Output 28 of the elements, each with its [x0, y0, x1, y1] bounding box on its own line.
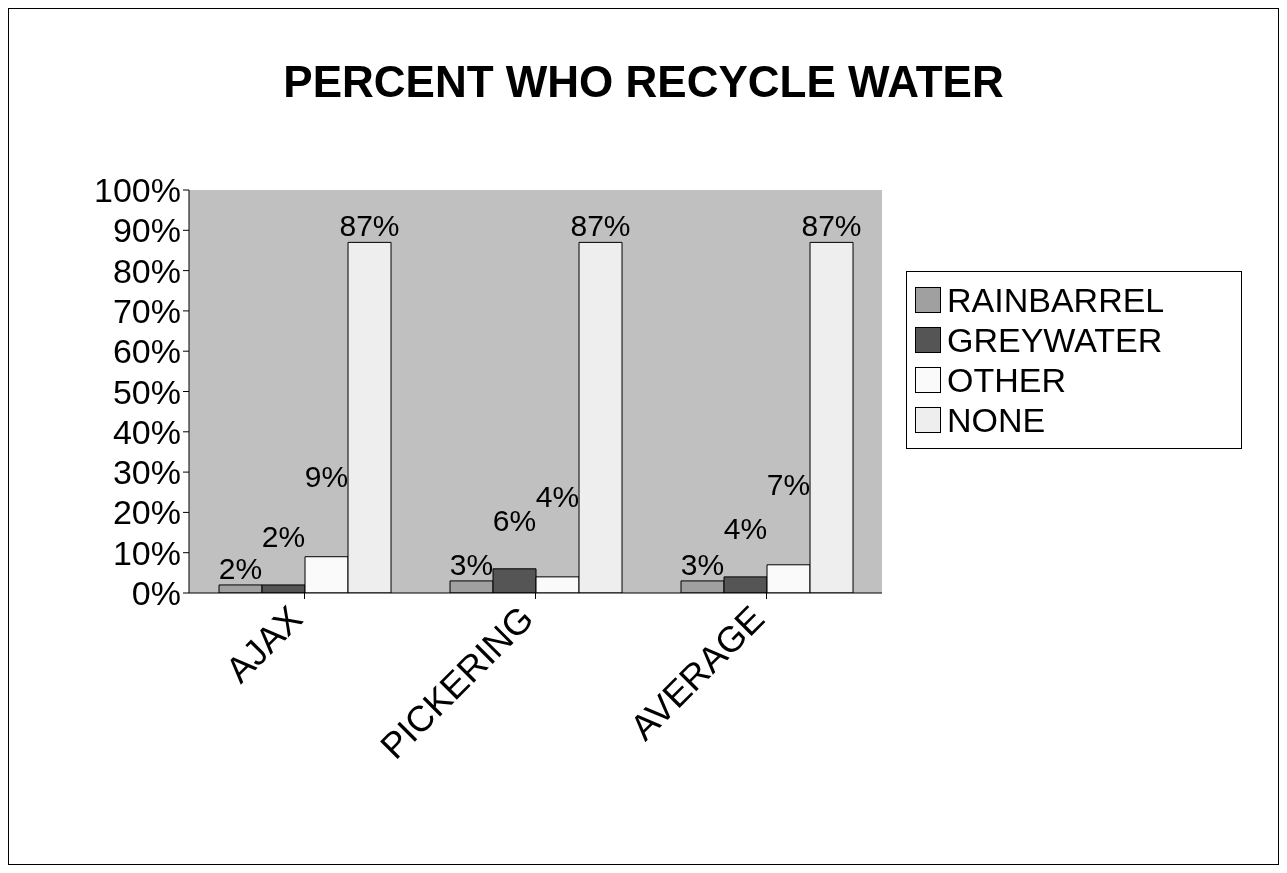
data-label: 87%	[339, 209, 400, 243]
y-tick-label: 80%	[112, 251, 181, 290]
data-label: 87%	[801, 209, 862, 243]
y-tick-label: 90%	[112, 211, 181, 250]
data-label: 4%	[535, 479, 580, 513]
data-label: 87%	[570, 209, 631, 243]
data-label: 9%	[304, 459, 349, 493]
legend-label: GREYWATER	[947, 320, 1163, 360]
data-label: 2%	[218, 551, 263, 585]
legend-label: RAINBARREL	[947, 280, 1165, 320]
data-label: 7%	[766, 467, 811, 501]
legend-label: OTHER	[947, 360, 1066, 400]
data-label: 4%	[723, 511, 768, 545]
y-tick-label: 30%	[112, 453, 181, 492]
y-tick-label: 50%	[112, 372, 181, 411]
chart-title: PERCENT WHO RECYCLE WATER	[283, 56, 1004, 107]
y-tick-label: 0%	[131, 574, 181, 613]
y-tick-label: 40%	[112, 412, 181, 451]
data-label: 6%	[492, 503, 537, 537]
y-tick-label: 20%	[112, 493, 181, 532]
y-tick-label: 70%	[112, 291, 181, 330]
data-label: 3%	[680, 547, 725, 581]
y-tick-label: 100%	[94, 171, 181, 210]
y-tick-label: 60%	[112, 332, 181, 371]
data-label: 2%	[261, 519, 306, 553]
y-tick-label: 10%	[112, 533, 181, 572]
data-label: 3%	[449, 547, 494, 581]
legend-label: NONE	[947, 400, 1046, 440]
